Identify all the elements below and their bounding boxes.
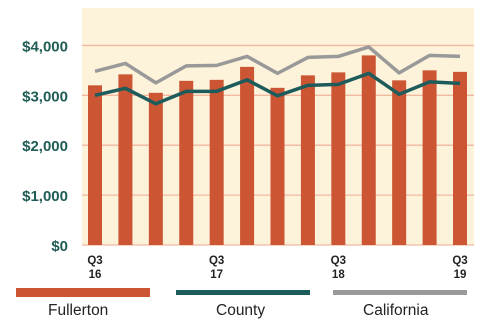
- line-california: [94, 45, 461, 85]
- bar-fullerton: [361, 55, 376, 246]
- bar-fullerton: [88, 85, 102, 245]
- x-tick-label: Q3 19: [452, 255, 467, 281]
- bar-fullerton: [118, 74, 133, 245]
- x-tick-label: Q3 18: [331, 255, 346, 281]
- bar-fullerton: [240, 66, 255, 245]
- legend-label-county: County: [216, 302, 266, 319]
- bar-fullerton: [179, 80, 194, 245]
- legend: Fullerton County California: [0, 282, 482, 322]
- legend-label-california: California: [363, 302, 429, 319]
- x-tick-label: Q3 16: [87, 255, 102, 281]
- bar-series: [88, 55, 467, 246]
- bar-fullerton: [422, 70, 437, 245]
- legend-swatch-county: [176, 290, 310, 295]
- line-county: [94, 71, 461, 106]
- legend-item-california: California: [333, 282, 467, 322]
- x-tick-label: Q3 17: [209, 255, 224, 281]
- y-tick-label: $2,000: [22, 138, 68, 155]
- y-tick-label: $3,000: [22, 88, 68, 105]
- legend-label-fullerton: Fullerton: [48, 302, 109, 319]
- y-tick-label: $4,000: [22, 38, 68, 55]
- legend-item-county: County: [176, 282, 310, 322]
- y-axis-ticks: $0 $1,000 $2,000 $3,000 $4,000: [22, 38, 68, 255]
- y-tick-label: $1,000: [22, 188, 68, 205]
- y-tick-label: $0: [51, 238, 68, 255]
- x-axis-ticks: Q3 16 Q3 17 Q3 18 Q3 19: [87, 255, 467, 281]
- bar-fullerton: [209, 79, 224, 245]
- legend-swatch-fullerton: [16, 288, 150, 297]
- bar-fullerton: [392, 80, 407, 245]
- legend-item-fullerton: Fullerton: [16, 282, 150, 322]
- legend-swatch-california: [333, 290, 467, 295]
- line-series: [94, 45, 461, 106]
- bar-fullerton: [270, 87, 285, 246]
- bar-fullerton: [148, 92, 163, 246]
- bar-fullerton: [331, 72, 346, 245]
- bar-fullerton: [300, 75, 315, 245]
- bar-fullerton: [453, 71, 467, 245]
